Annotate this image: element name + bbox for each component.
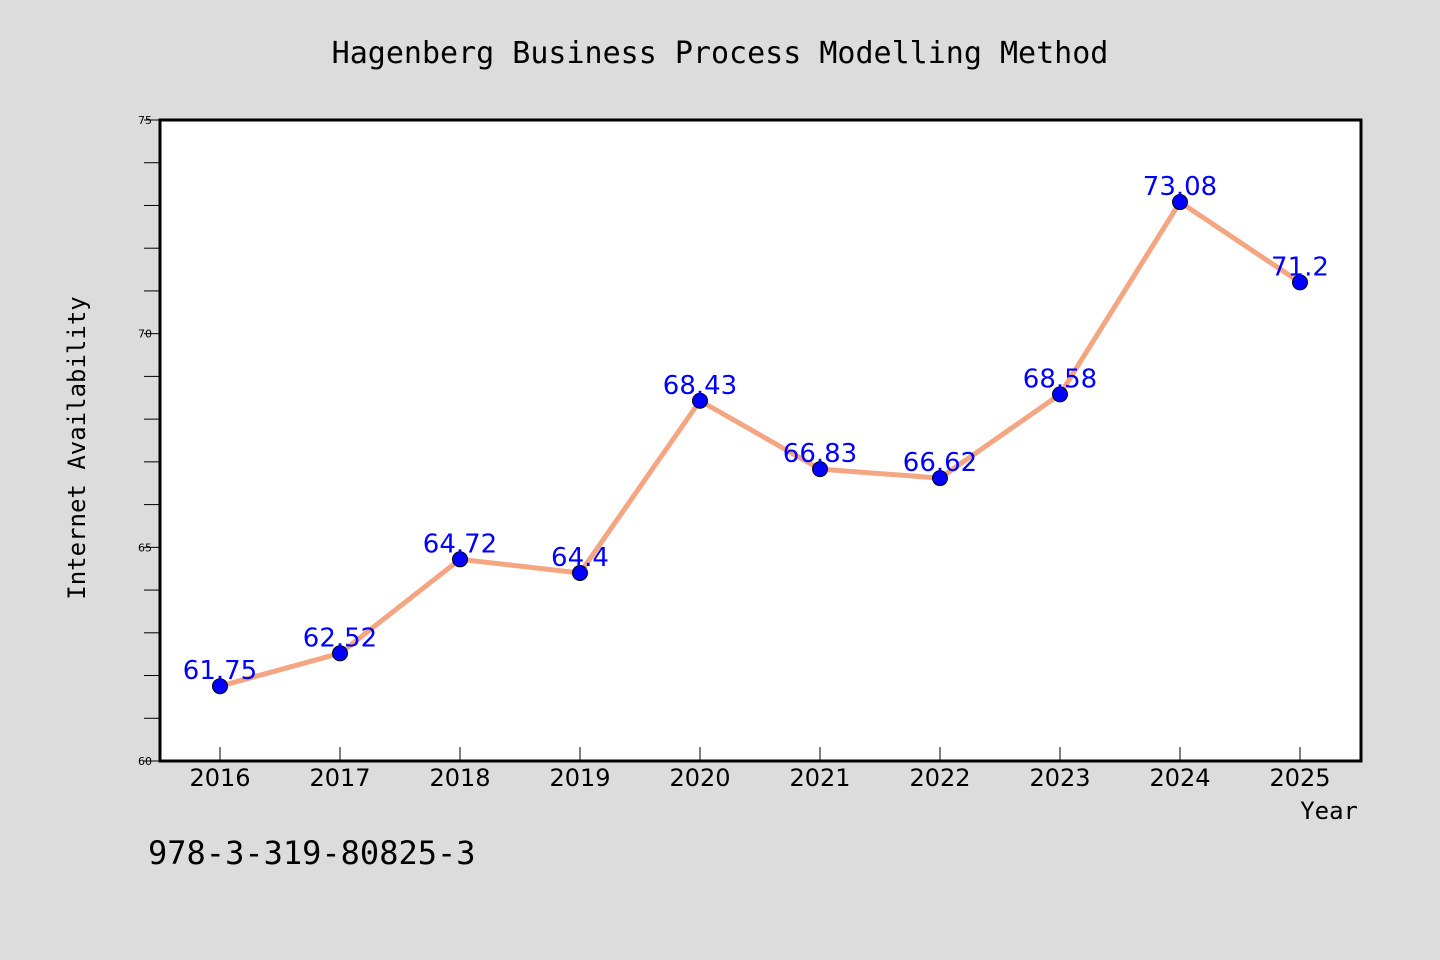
x-tick-label: 2019	[549, 764, 610, 792]
x-tick-label: 2016	[189, 764, 250, 792]
data-point	[812, 461, 828, 478]
x-tick-label: 2022	[909, 764, 970, 792]
x-tick-label: 2021	[789, 764, 850, 792]
data-label: 66.62	[903, 448, 977, 478]
data-point	[1172, 194, 1188, 211]
data-label: 64.72	[423, 529, 497, 559]
data-point	[932, 470, 948, 487]
x-axis-label: Year	[1300, 797, 1358, 825]
data-label: 71.2	[1271, 252, 1329, 282]
x-tick-label: 2024	[1149, 764, 1210, 792]
data-point	[692, 392, 708, 409]
data-label: 66.83	[783, 439, 857, 469]
data-point	[572, 564, 588, 581]
y-tick-label: 70	[138, 328, 152, 341]
x-axis-ticks: 2016 2017 2018 2019 2020 2021 2022 2023 2024 2025	[189, 747, 1331, 792]
data-point	[1292, 274, 1308, 291]
series-layer: 61.75 62.52 64.72 64.4 68.43 66.83 66.62 68.58 7…	[183, 172, 1329, 695]
data-point	[1052, 386, 1068, 403]
y-tick-label: 65	[138, 541, 152, 554]
data-label: 61.75	[183, 656, 257, 686]
footnote-isbn: 978-3-319-80825-3	[148, 834, 476, 872]
chart-title: Hagenberg Business Process Modelling Met…	[332, 36, 1109, 71]
x-tick-label: 2018	[429, 764, 490, 792]
data-label: 62.52	[303, 623, 377, 653]
data-label: 68.43	[663, 371, 737, 401]
x-tick-label: 2020	[669, 764, 730, 792]
data-label: 73.08	[1143, 172, 1217, 202]
data-point	[212, 678, 228, 695]
series-line	[217, 199, 1303, 689]
x-tick-label: 2017	[309, 764, 370, 792]
x-tick-label: 2025	[1269, 764, 1330, 792]
plot-area	[158, 118, 1363, 763]
y-tick-label: 75	[138, 114, 152, 127]
x-tick-label: 2023	[1029, 764, 1090, 792]
y-axis-label: Internet Availability	[63, 296, 91, 599]
y-tick-label: 60	[138, 755, 152, 768]
data-point	[452, 551, 468, 568]
data-label: 64.4	[551, 543, 609, 573]
data-label: 68.58	[1023, 364, 1097, 394]
y-axis-ticks: 60 65 70 75	[138, 114, 160, 768]
data-point	[332, 645, 348, 662]
